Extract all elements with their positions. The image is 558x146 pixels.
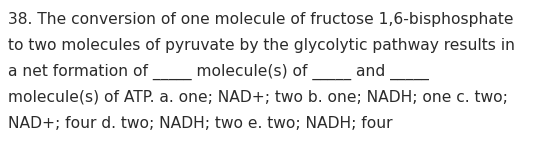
Text: molecule(s) of ATP. a. one; NAD+; two b. one; NADH; one c. two;: molecule(s) of ATP. a. one; NAD+; two b.… [8,90,508,105]
Text: 38. The conversion of one molecule of fructose 1,6-bisphosphate: 38. The conversion of one molecule of fr… [8,12,513,27]
Text: NAD+; four d. two; NADH; two e. two; NADH; four: NAD+; four d. two; NADH; two e. two; NAD… [8,116,392,131]
Text: a net formation of _____ molecule(s) of _____ and _____: a net formation of _____ molecule(s) of … [8,64,429,80]
Text: to two molecules of pyruvate by the glycolytic pathway results in: to two molecules of pyruvate by the glyc… [8,38,515,53]
